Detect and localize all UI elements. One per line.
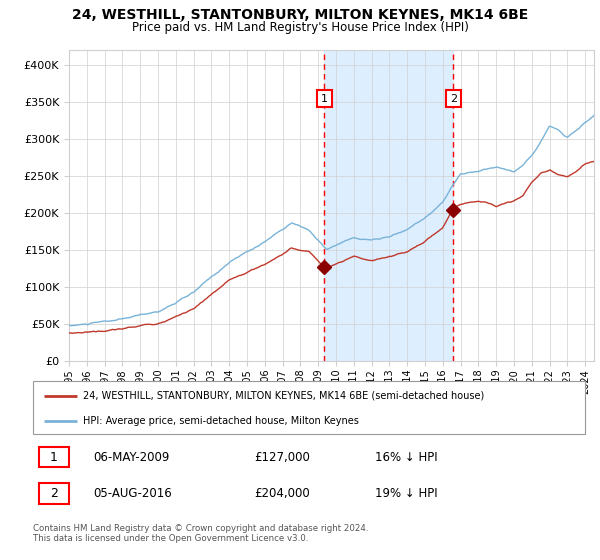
Bar bbox=[325, 50, 453, 361]
Text: 05-AUG-2016: 05-AUG-2016 bbox=[94, 487, 172, 500]
Text: 24, WESTHILL, STANTONBURY, MILTON KEYNES, MK14 6BE: 24, WESTHILL, STANTONBURY, MILTON KEYNES… bbox=[72, 8, 528, 22]
Text: £127,000: £127,000 bbox=[254, 451, 310, 464]
Text: £204,000: £204,000 bbox=[254, 487, 310, 500]
Text: 1: 1 bbox=[321, 94, 328, 104]
FancyBboxPatch shape bbox=[38, 447, 69, 468]
FancyBboxPatch shape bbox=[38, 483, 69, 504]
Text: 06-MAY-2009: 06-MAY-2009 bbox=[94, 451, 170, 464]
Text: 16% ↓ HPI: 16% ↓ HPI bbox=[375, 451, 438, 464]
Text: 2: 2 bbox=[449, 94, 457, 104]
FancyBboxPatch shape bbox=[33, 381, 585, 434]
Text: Contains HM Land Registry data © Crown copyright and database right 2024.
This d: Contains HM Land Registry data © Crown c… bbox=[33, 524, 368, 543]
Text: 2: 2 bbox=[50, 487, 58, 500]
Text: 19% ↓ HPI: 19% ↓ HPI bbox=[375, 487, 438, 500]
Text: Price paid vs. HM Land Registry's House Price Index (HPI): Price paid vs. HM Land Registry's House … bbox=[131, 21, 469, 34]
Text: 1: 1 bbox=[50, 451, 58, 464]
Text: 24, WESTHILL, STANTONBURY, MILTON KEYNES, MK14 6BE (semi-detached house): 24, WESTHILL, STANTONBURY, MILTON KEYNES… bbox=[83, 391, 484, 401]
Text: HPI: Average price, semi-detached house, Milton Keynes: HPI: Average price, semi-detached house,… bbox=[83, 416, 359, 426]
